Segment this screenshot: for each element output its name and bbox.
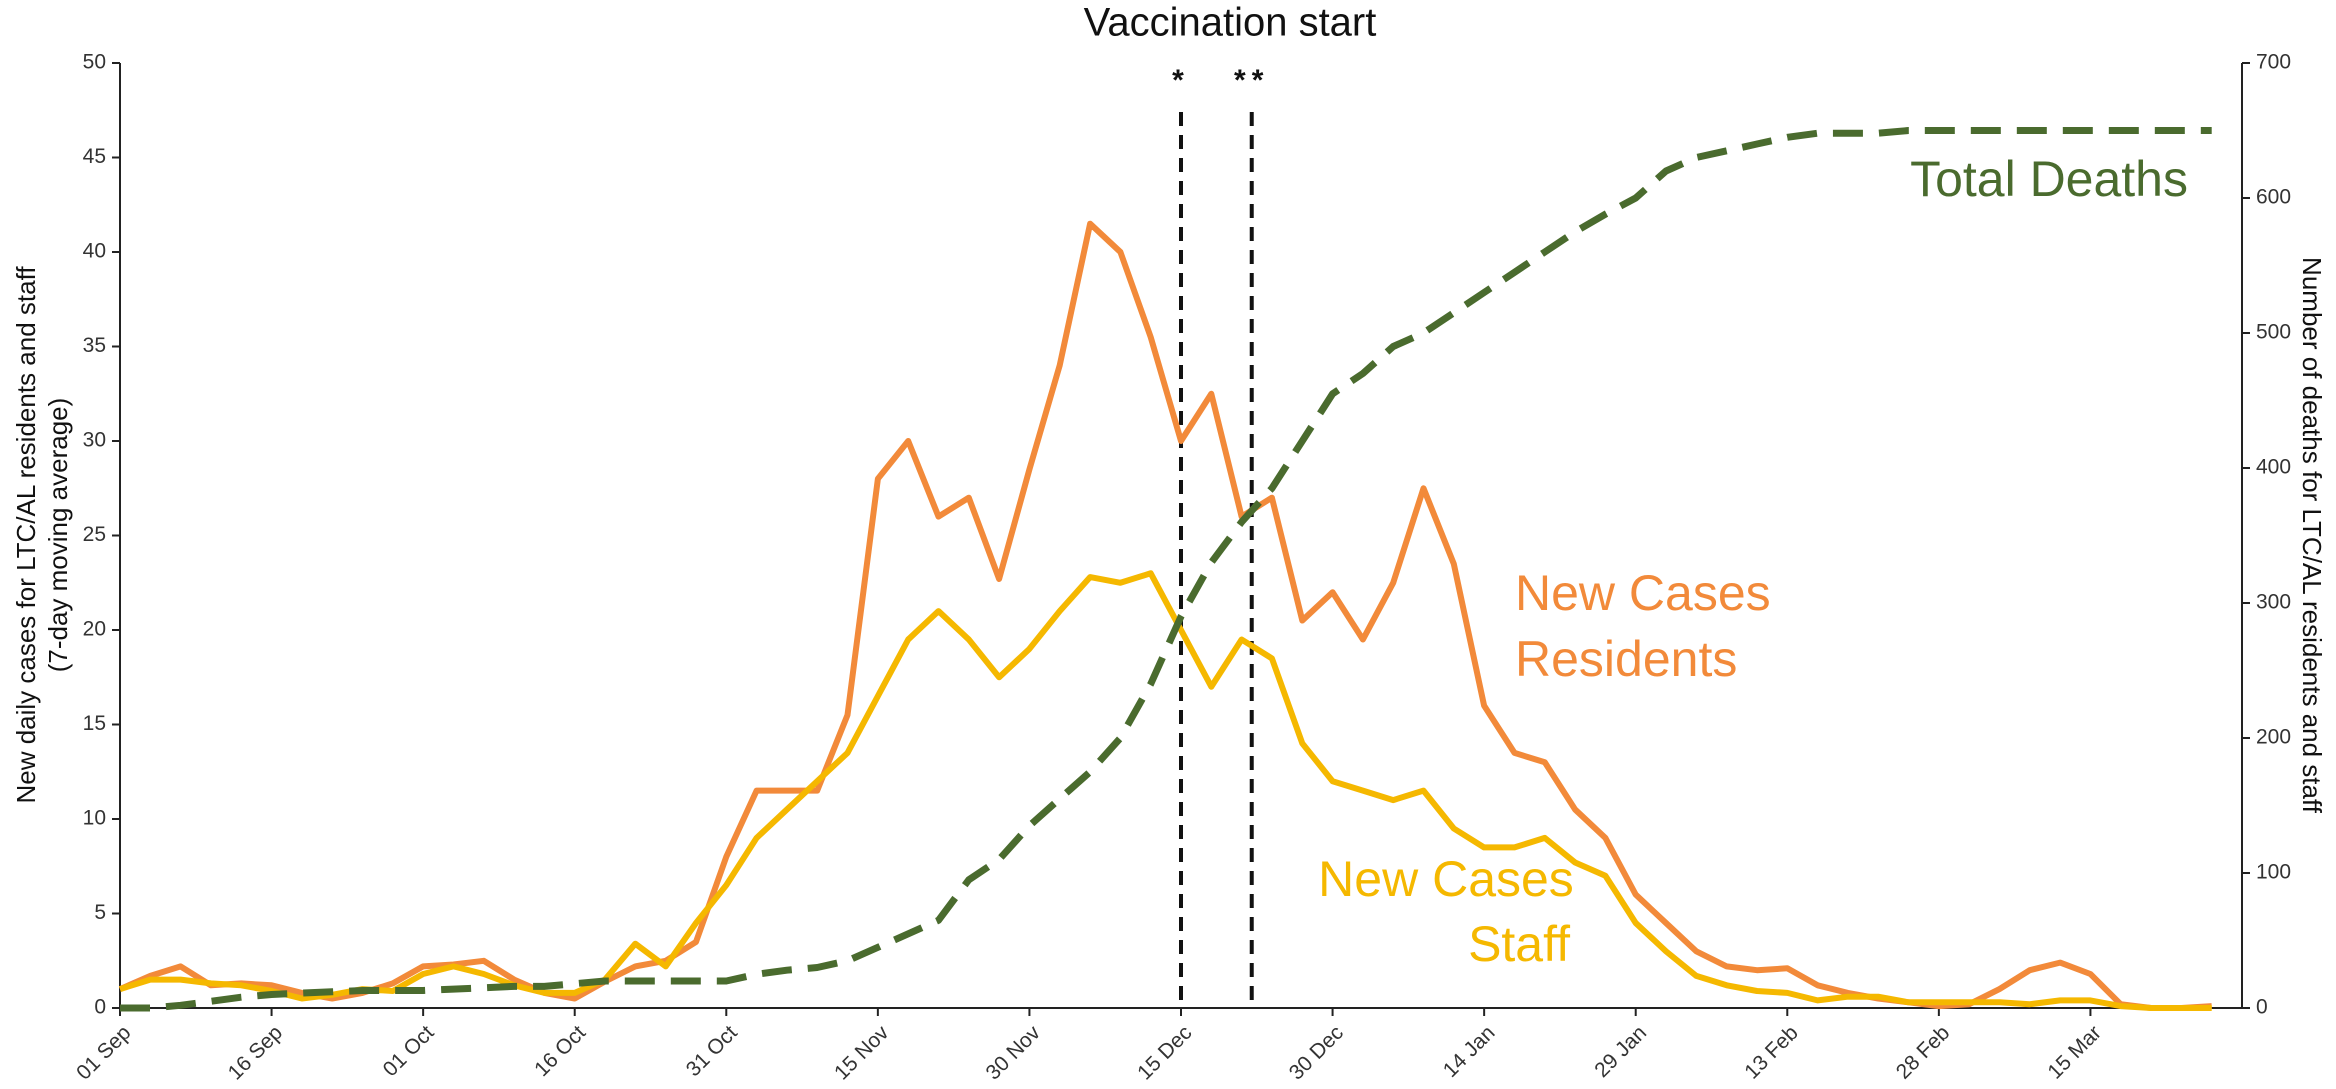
y-tick-label: 35 (83, 334, 106, 357)
y-tick-label: 20 (83, 618, 106, 641)
y2-tick-label: 100 (2256, 861, 2291, 884)
x-tick-label: 30 Dec (1285, 1021, 1348, 1084)
y-tick-label: 45 (83, 145, 106, 168)
y2-axis-label: Number of deaths for LTC/AL residents an… (2297, 257, 2327, 814)
x-tick-label: 01 Oct (379, 1021, 439, 1081)
y-axis-label: (7-day moving average) (43, 398, 73, 673)
y2-tick-label: 0 (2256, 996, 2268, 1019)
series-label: Residents (1515, 631, 1737, 687)
x-tick-label: 28 Feb (1892, 1021, 1955, 1084)
y-tick-label: 25 (83, 523, 106, 546)
series-label: New Cases (1318, 851, 1574, 907)
x-tick-label: 16 Sep (224, 1021, 287, 1084)
chart-title: Vaccination start (1084, 1, 1377, 45)
y-tick-label: 0 (94, 996, 106, 1019)
y-tick-label: 10 (83, 807, 106, 830)
y-tick-label: 40 (83, 240, 106, 263)
y-axis-label: New daily cases for LTC/AL residents and… (11, 266, 41, 804)
x-tick-label: 31 Oct (682, 1021, 742, 1081)
x-tick-label: 15 Dec (1133, 1021, 1196, 1084)
y2-tick-label: 300 (2256, 591, 2291, 614)
x-tick-label: 15 Nov (830, 1021, 894, 1085)
series-line (119, 570, 2212, 1011)
vline-label: * (1172, 64, 1190, 97)
series-line (120, 127, 2212, 1012)
x-tick-label: 16 Oct (530, 1021, 590, 1081)
y-tick-label: 30 (83, 429, 106, 452)
y2-tick-label: 500 (2256, 321, 2291, 344)
y2-tick-label: 700 (2256, 51, 2291, 74)
series-line (118, 220, 2212, 1011)
x-tick-label: 30 Nov (982, 1021, 1046, 1085)
series-label: Staff (1468, 916, 1570, 972)
y-tick-label: 15 (83, 712, 106, 735)
x-tick-label: 15 Mar (2043, 1021, 2105, 1083)
series-label: New Cases (1515, 565, 1771, 621)
vline-label: ** (1234, 64, 1269, 97)
y-tick-label: 50 (83, 51, 106, 74)
x-tick-label: 14 Jan (1439, 1021, 1500, 1082)
y2-tick-label: 200 (2256, 726, 2291, 749)
y2-tick-label: 600 (2256, 186, 2291, 209)
x-tick-label: 01 Sep (72, 1021, 135, 1084)
x-tick-label: 13 Feb (1740, 1021, 1803, 1084)
series-label: Total Deaths (1910, 151, 2188, 207)
y2-tick-label: 400 (2256, 456, 2291, 479)
y-tick-label: 5 (94, 901, 106, 924)
x-tick-label: 29 Jan (1590, 1021, 1651, 1082)
